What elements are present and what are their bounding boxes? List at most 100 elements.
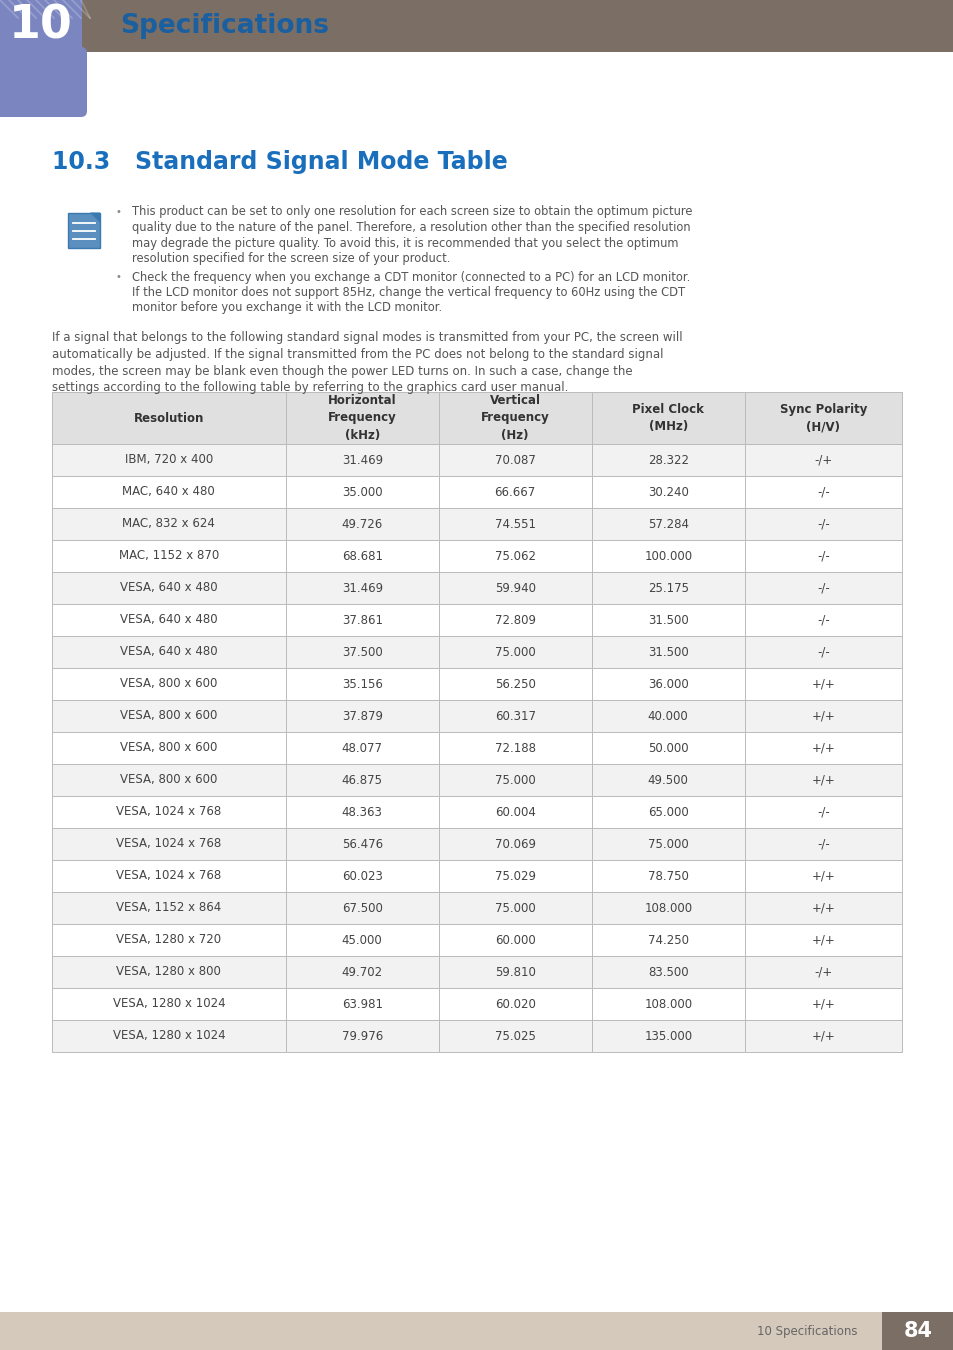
Text: IBM, 720 x 400: IBM, 720 x 400: [125, 454, 213, 467]
Bar: [591, 956, 744, 988]
Bar: [52, 508, 286, 540]
Bar: [744, 892, 901, 923]
Text: Pixel Clock
(MHz): Pixel Clock (MHz): [632, 404, 703, 433]
Bar: [744, 392, 901, 444]
Text: +/+: +/+: [811, 741, 835, 755]
Text: modes, the screen may be blank even though the power LED turns on. In such a cas: modes, the screen may be blank even thou…: [52, 364, 632, 378]
Bar: [591, 668, 744, 701]
Bar: [591, 764, 744, 796]
Text: Resolution: Resolution: [133, 412, 204, 424]
Text: 57.284: 57.284: [647, 517, 688, 531]
Text: 37.500: 37.500: [341, 645, 382, 659]
Text: 75.000: 75.000: [495, 774, 535, 787]
Text: VESA, 800 x 600: VESA, 800 x 600: [120, 678, 217, 690]
Text: MAC, 832 x 624: MAC, 832 x 624: [122, 517, 215, 531]
Text: 49.500: 49.500: [647, 774, 688, 787]
Bar: [286, 508, 438, 540]
Text: -/-: -/-: [816, 613, 829, 626]
Text: 75.062: 75.062: [495, 549, 536, 563]
Text: 100.000: 100.000: [643, 549, 692, 563]
Bar: [591, 923, 744, 956]
Text: Horizontal
Frequency
(kHz): Horizontal Frequency (kHz): [328, 394, 396, 441]
Text: 66.667: 66.667: [494, 486, 536, 498]
Text: +/+: +/+: [811, 902, 835, 914]
Text: 79.976: 79.976: [341, 1030, 382, 1042]
Bar: [438, 701, 591, 732]
Text: •: •: [115, 207, 121, 217]
Text: 25.175: 25.175: [647, 582, 688, 594]
Text: VESA, 1024 x 768: VESA, 1024 x 768: [116, 806, 221, 818]
Bar: [52, 444, 286, 477]
Bar: [286, 988, 438, 1021]
Bar: [438, 392, 591, 444]
Bar: [0, 0, 82, 109]
Text: 60.023: 60.023: [341, 869, 382, 883]
Bar: [438, 636, 591, 668]
Bar: [52, 392, 286, 444]
Bar: [52, 860, 286, 892]
Text: 72.188: 72.188: [495, 741, 536, 755]
Text: VESA, 800 x 600: VESA, 800 x 600: [120, 774, 217, 787]
Text: 10: 10: [9, 4, 72, 49]
Text: settings according to the following table by referring to the graphics card user: settings according to the following tabl…: [52, 381, 568, 394]
Text: If the LCD monitor does not support 85Hz, change the vertical frequency to 60Hz : If the LCD monitor does not support 85Hz…: [132, 286, 684, 298]
Bar: [286, 668, 438, 701]
Text: 45.000: 45.000: [341, 933, 382, 946]
Bar: [438, 540, 591, 572]
Bar: [438, 860, 591, 892]
Bar: [591, 603, 744, 636]
Text: +/+: +/+: [811, 710, 835, 722]
Text: 78.750: 78.750: [647, 869, 688, 883]
Text: 60.000: 60.000: [495, 933, 535, 946]
Text: 63.981: 63.981: [341, 998, 382, 1011]
Bar: [744, 828, 901, 860]
Bar: [52, 956, 286, 988]
Text: 30.240: 30.240: [647, 486, 688, 498]
Text: 59.810: 59.810: [495, 965, 536, 979]
Bar: [591, 636, 744, 668]
Text: +/+: +/+: [811, 678, 835, 690]
Bar: [0, 0, 953, 53]
Text: VESA, 1280 x 800: VESA, 1280 x 800: [116, 965, 221, 979]
Bar: [744, 796, 901, 828]
Text: 75.000: 75.000: [647, 837, 688, 850]
Bar: [438, 444, 591, 477]
Bar: [438, 988, 591, 1021]
Bar: [744, 988, 901, 1021]
Bar: [591, 1021, 744, 1052]
Bar: [591, 477, 744, 508]
Text: -/+: -/+: [814, 965, 832, 979]
Bar: [286, 572, 438, 603]
Bar: [438, 1021, 591, 1052]
Bar: [744, 701, 901, 732]
Bar: [591, 860, 744, 892]
Bar: [744, 636, 901, 668]
Bar: [52, 636, 286, 668]
Bar: [438, 477, 591, 508]
Bar: [52, 796, 286, 828]
Bar: [744, 1021, 901, 1052]
Bar: [438, 764, 591, 796]
Text: 31.469: 31.469: [341, 454, 382, 467]
Text: resolution specified for the screen size of your product.: resolution specified for the screen size…: [132, 252, 450, 265]
Bar: [68, 212, 100, 247]
Bar: [286, 477, 438, 508]
Text: VESA, 640 x 480: VESA, 640 x 480: [120, 582, 217, 594]
Bar: [52, 572, 286, 603]
Bar: [52, 540, 286, 572]
Text: 37.879: 37.879: [341, 710, 382, 722]
Bar: [52, 701, 286, 732]
Text: may degrade the picture quality. To avoid this, it is recommended that you selec: may degrade the picture quality. To avoi…: [132, 236, 678, 250]
Bar: [744, 508, 901, 540]
Text: 75.029: 75.029: [495, 869, 536, 883]
Bar: [744, 477, 901, 508]
Text: 49.726: 49.726: [341, 517, 382, 531]
Bar: [438, 572, 591, 603]
Text: 46.875: 46.875: [341, 774, 382, 787]
Bar: [744, 668, 901, 701]
Bar: [52, 764, 286, 796]
Text: 59.940: 59.940: [495, 582, 536, 594]
Text: VESA, 1280 x 720: VESA, 1280 x 720: [116, 933, 221, 946]
Text: 10.3   Standard Signal Mode Table: 10.3 Standard Signal Mode Table: [52, 150, 507, 174]
Bar: [438, 923, 591, 956]
